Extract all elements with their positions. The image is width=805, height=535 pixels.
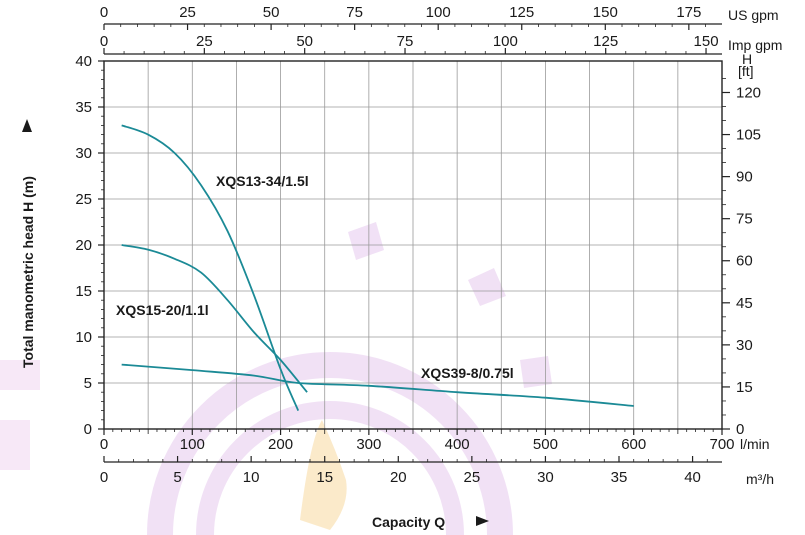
l-min-unit: l/min [740,436,770,452]
ft-tick-label: 75 [736,211,753,228]
imp-gpm-tick-label: 25 [196,33,213,50]
m3h-tick-label: 20 [390,469,407,486]
m3h-tick-label: 40 [684,469,701,486]
m3h-tick-label: 25 [464,469,481,486]
y-tick-label: 5 [84,375,92,392]
y-axis-title: Total manometric head H (m) [20,176,36,368]
x-tick-label: 400 [445,436,470,453]
y-tick-label: 0 [84,421,92,438]
us-gpm-tick-label: 0 [100,4,108,21]
us-gpm-tick-label: 150 [593,4,618,21]
imp-gpm-tick-label: 150 [694,33,719,50]
y-axis-arrow-icon [22,119,32,132]
m3h-tick-label: 0 [100,469,108,486]
y-tick-label: 35 [75,99,92,116]
us-gpm-tick-label: 25 [179,4,196,21]
imp-gpm-tick-label: 75 [397,33,414,50]
m3h-tick-label: 30 [537,469,554,486]
imp-gpm-tick-label: 100 [493,33,518,50]
y-tick-label: 25 [75,191,92,208]
y-tick-label: 15 [75,283,92,300]
imp-gpm-tick-label: 125 [593,33,618,50]
us-gpm-tick-label: 50 [263,4,280,21]
us-gpm-tick-label: 175 [676,4,701,21]
us-gpm-tick-label: 100 [426,4,451,21]
m3h-unit: m³/h [746,471,774,487]
h-ft-unit-bottom: [ft] [738,63,754,79]
y-tick-label: 30 [75,145,92,162]
curves [121,124,634,411]
ft-tick-label: 105 [736,127,761,144]
ft-tick-label: 15 [736,379,753,396]
imp-gpm-tick-label: 0 [100,33,108,50]
x-tick-label: 600 [621,436,646,453]
ft-tick-label: 30 [736,337,753,354]
x-axis-arrow-icon [476,516,489,526]
x-tick-label: 200 [268,436,293,453]
ft-tick-label: 90 [736,169,753,186]
ft-tick-label: 120 [736,84,761,101]
curve-label-xqs15: XQS15-20/1.1l [116,302,209,318]
curve-label-xqs39: XQS39-8/0.75l [421,365,514,381]
plot-grid [104,61,722,429]
us-gpm-tick-label: 125 [509,4,534,21]
m3h-tick-label: 35 [611,469,628,486]
imp-gpm-unit: Imp gpm [728,37,782,53]
curve-series-2 [121,363,634,407]
curve-series-0 [121,124,300,411]
us-gpm-unit: US gpm [728,7,779,23]
ft-tick-label: 60 [736,253,753,270]
ft-tick-label: 45 [736,295,753,312]
x-axis-title: Capacity Q [372,514,445,530]
x-tick-label: 100 [180,436,205,453]
x-tick-label: 700 [709,436,734,453]
y-tick-label: 40 [75,53,92,70]
curve-label-xqs13: XQS13-34/1.5l [216,173,309,189]
m3h-tick-label: 5 [173,469,181,486]
m3h-tick-label: 15 [316,469,333,486]
watermark-logo [0,222,552,535]
x-tick-label: 0 [100,436,108,453]
y-tick-label: 20 [75,237,92,254]
h-ft-unit-top: H [742,51,752,67]
imp-gpm-tick-label: 50 [296,33,313,50]
ft-tick-label: 0 [736,421,744,438]
x-tick-label: 300 [356,436,381,453]
us-gpm-tick-label: 75 [346,4,363,21]
m3h-tick-label: 10 [243,469,260,486]
curve-series-1 [121,244,308,393]
y-tick-label: 10 [75,329,92,346]
x-tick-label: 500 [533,436,558,453]
